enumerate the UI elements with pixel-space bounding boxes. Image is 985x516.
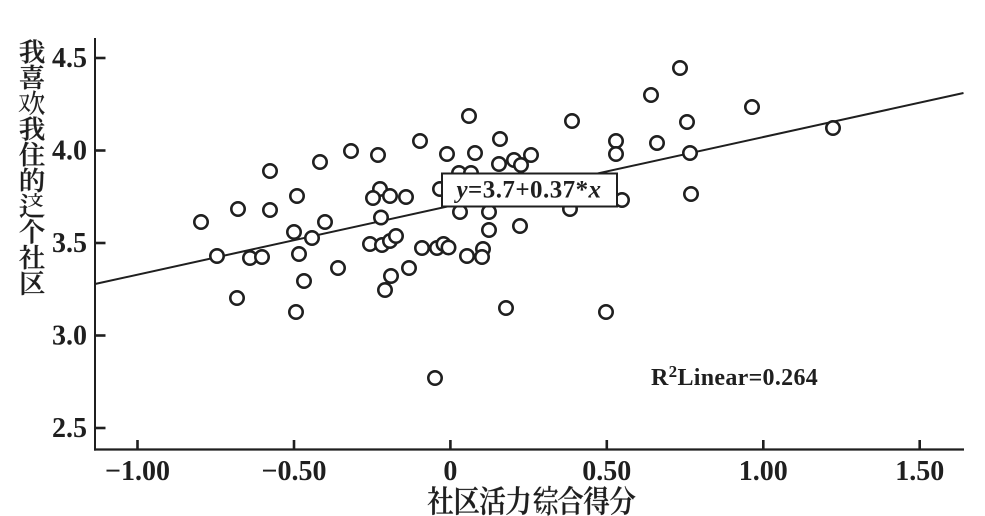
svg-text:3.5: 3.5 (52, 228, 87, 259)
svg-text:−1.00: −1.00 (105, 456, 170, 487)
svg-text:3.0: 3.0 (52, 321, 87, 352)
svg-text:−0.50: −0.50 (262, 456, 327, 487)
svg-text:1.00: 1.00 (739, 456, 788, 487)
svg-text:4.0: 4.0 (52, 136, 87, 167)
svg-text:4.5: 4.5 (52, 43, 87, 74)
svg-text:2.5: 2.5 (52, 413, 87, 444)
svg-text:0.50: 0.50 (582, 456, 631, 487)
svg-text:1.50: 1.50 (895, 456, 944, 487)
svg-text:y=3.7+0.37*x: y=3.7+0.37*x (454, 177, 602, 204)
svg-text:0: 0 (443, 456, 457, 487)
svg-text:R2Linear=0.264: R2Linear=0.264 (651, 362, 818, 391)
